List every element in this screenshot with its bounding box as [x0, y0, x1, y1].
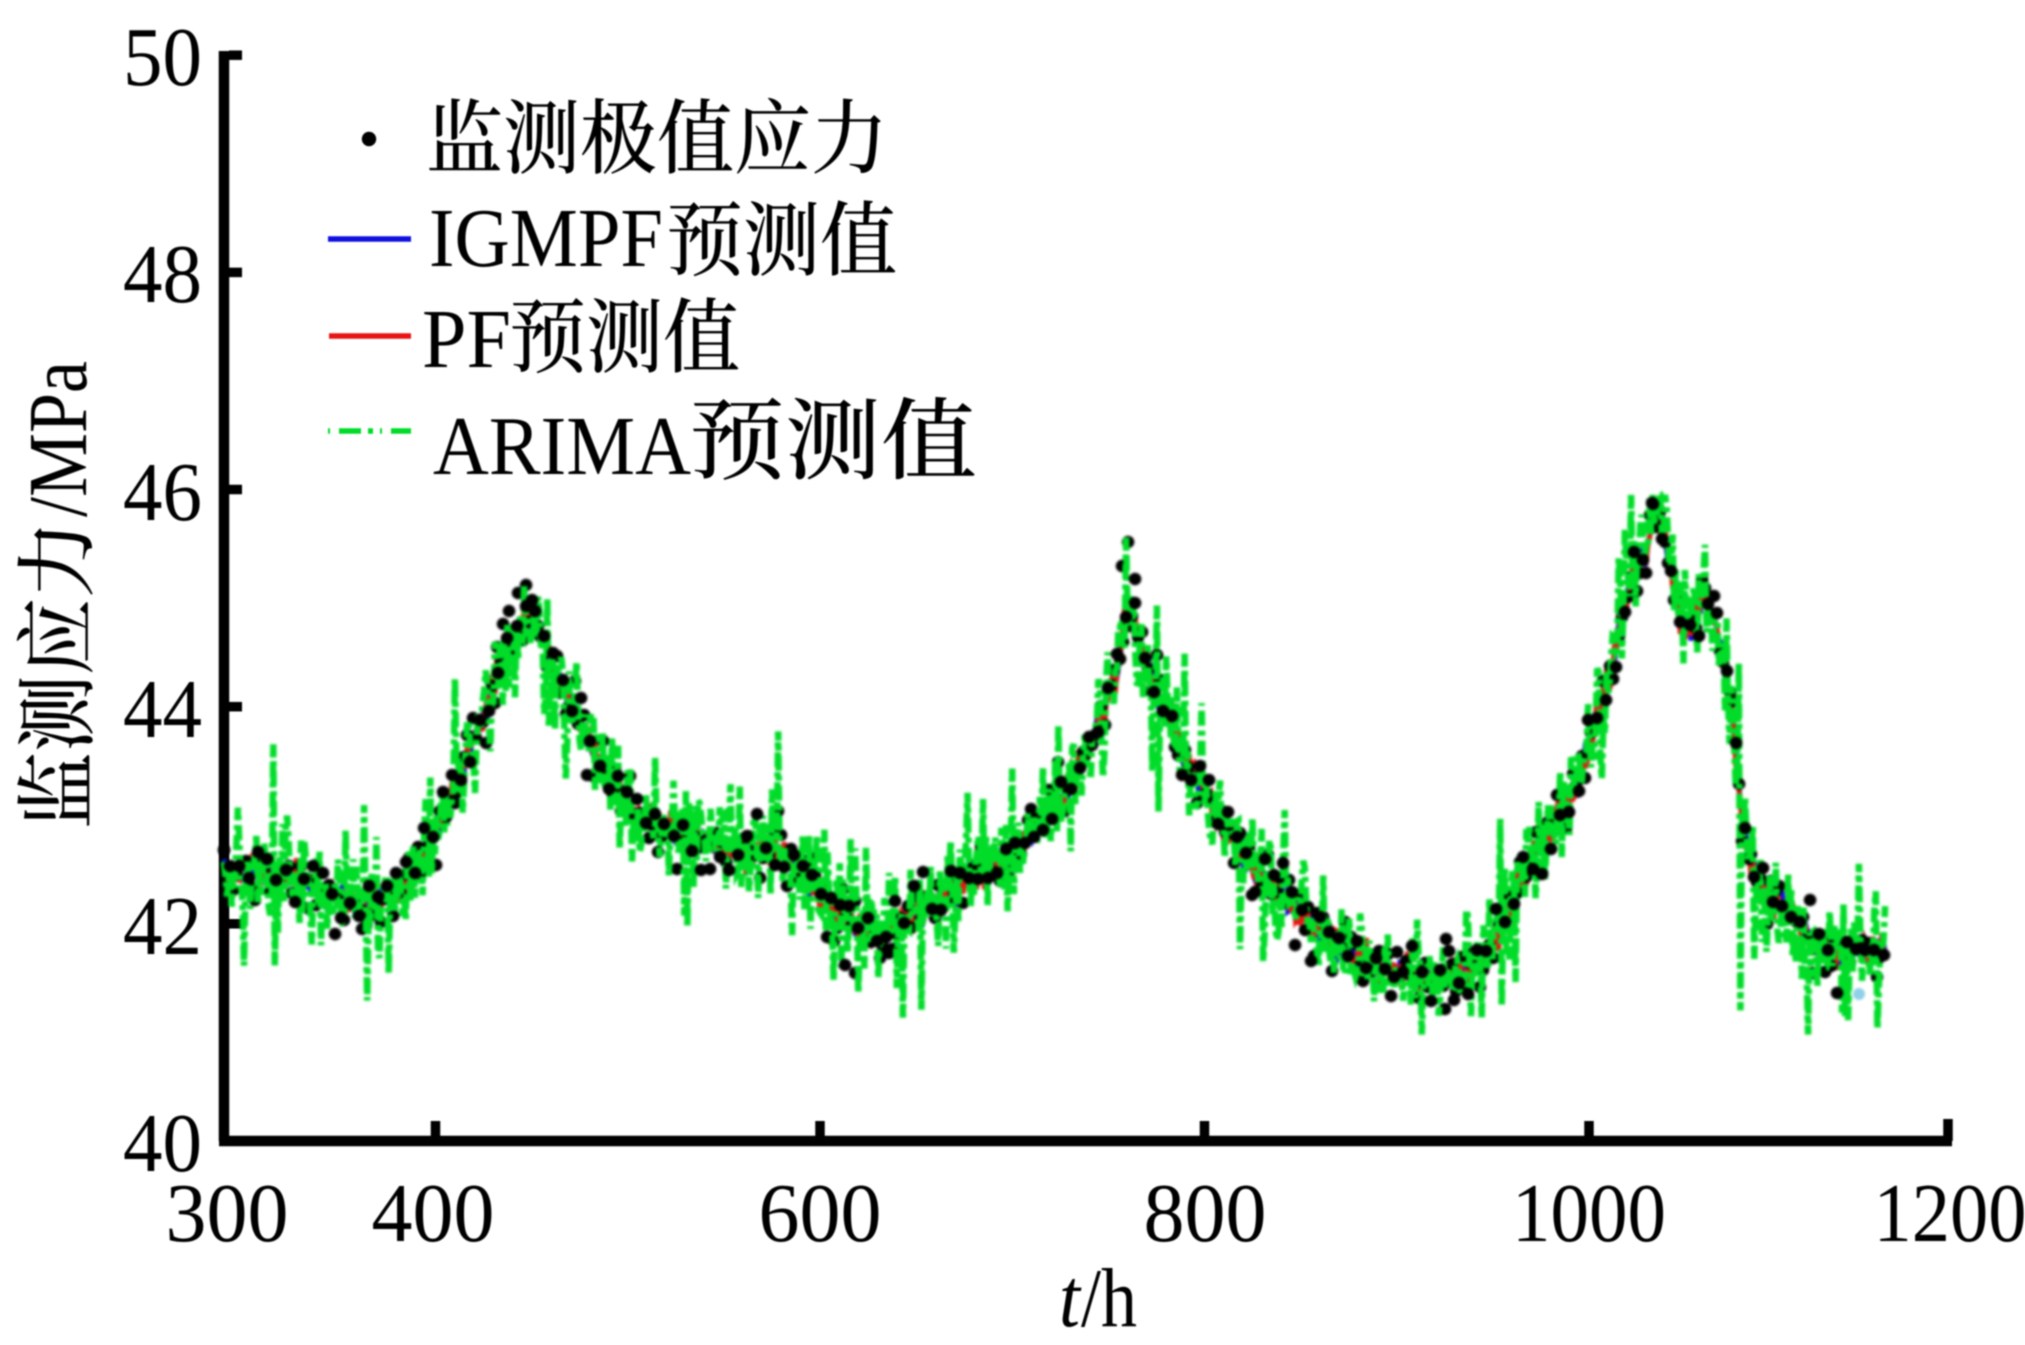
- svg-text:ARIMA: ARIMA: [433, 400, 691, 493]
- svg-text:300: 300: [166, 1167, 289, 1260]
- svg-text:/h: /h: [1081, 1252, 1137, 1345]
- svg-text:1200: 1200: [1874, 1167, 2025, 1260]
- svg-text:40: 40: [123, 1097, 202, 1190]
- svg-text:t: t: [1059, 1252, 1082, 1345]
- svg-text:50: 50: [123, 11, 202, 104]
- svg-text:42: 42: [123, 880, 202, 973]
- svg-text:400: 400: [372, 1167, 495, 1260]
- svg-text:IGMPF: IGMPF: [429, 192, 663, 285]
- svg-text:/MPa: /MPa: [12, 361, 105, 517]
- svg-text:46: 46: [123, 446, 202, 539]
- svg-text:44: 44: [123, 663, 202, 756]
- svg-text:1000: 1000: [1512, 1167, 1666, 1260]
- svg-text:PF: PF: [422, 293, 511, 386]
- svg-text:800: 800: [1144, 1167, 1267, 1260]
- svg-text:600: 600: [759, 1167, 882, 1260]
- svg-text:48: 48: [123, 228, 202, 321]
